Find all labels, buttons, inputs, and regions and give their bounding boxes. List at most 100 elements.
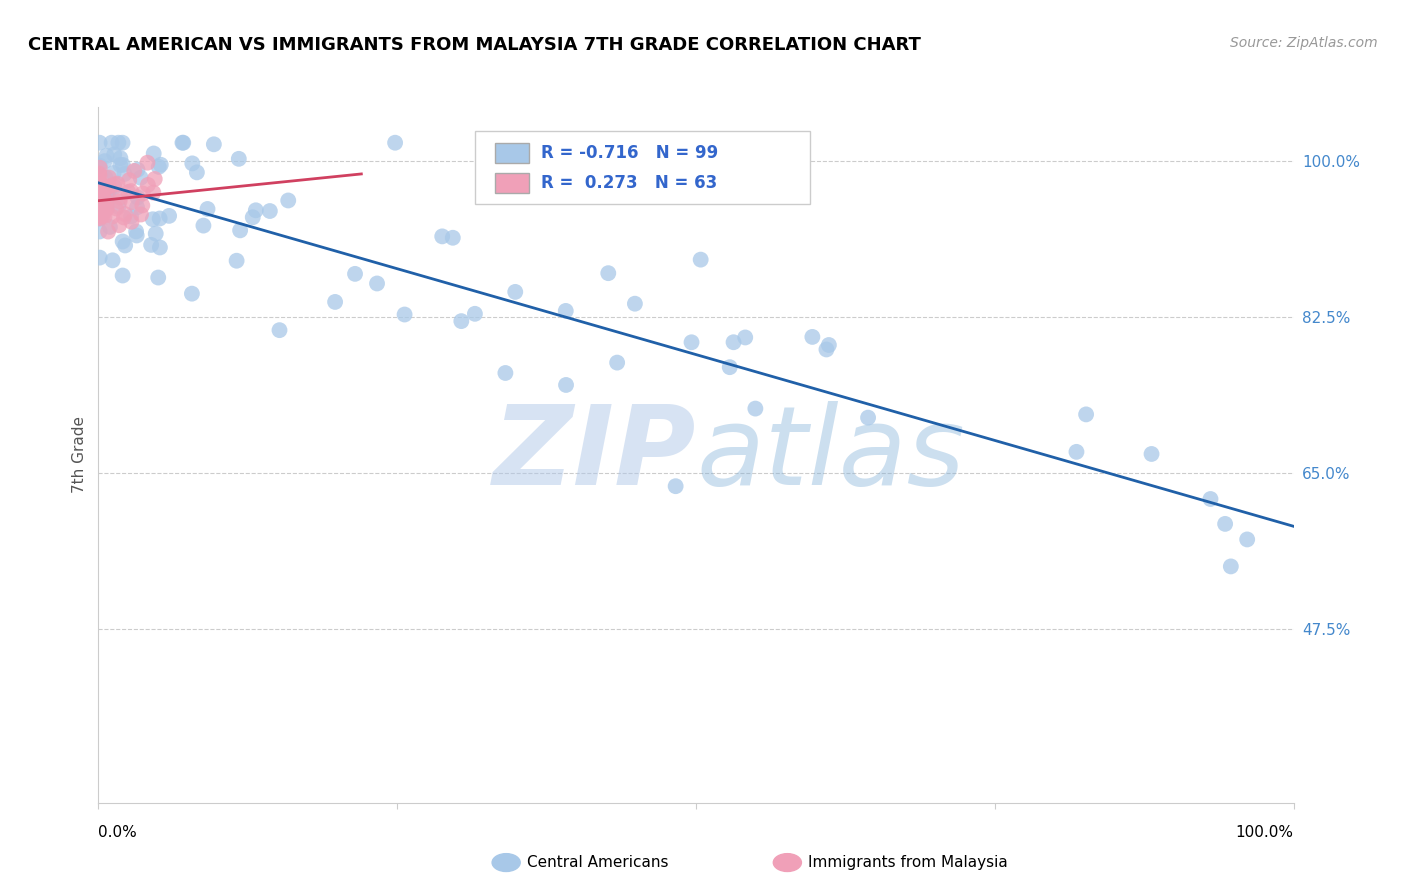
Point — [1213, 516, 1236, 531]
Point — [172, 136, 194, 150]
Point — [1219, 559, 1241, 574]
Point — [110, 151, 132, 165]
Point — [110, 190, 132, 204]
Point — [125, 224, 148, 238]
Point — [120, 210, 142, 224]
Text: atlas: atlas — [696, 401, 965, 508]
Point — [93, 193, 115, 207]
Point — [110, 158, 132, 172]
Point — [96, 194, 118, 209]
Point — [598, 266, 620, 280]
Point — [125, 200, 148, 214]
Point — [89, 206, 111, 220]
Point — [494, 366, 516, 380]
Point — [87, 201, 110, 215]
Point — [97, 179, 120, 194]
Point — [554, 304, 576, 318]
Point — [441, 231, 464, 245]
Point — [145, 227, 167, 241]
Point — [114, 238, 136, 252]
Point — [1140, 447, 1163, 461]
Point — [111, 235, 134, 249]
Point — [89, 159, 111, 173]
Point — [186, 165, 208, 179]
Point — [117, 185, 139, 199]
Point — [718, 360, 741, 375]
Point — [131, 198, 153, 212]
Point — [87, 194, 110, 209]
Point — [96, 180, 118, 194]
Point — [149, 211, 172, 226]
Point — [464, 307, 486, 321]
Point — [856, 410, 879, 425]
Point — [98, 219, 121, 234]
Point — [323, 294, 346, 309]
Point — [432, 229, 454, 244]
Point — [105, 202, 128, 216]
Point — [96, 149, 118, 163]
Point — [89, 251, 111, 265]
Point — [98, 184, 121, 198]
Point — [734, 330, 756, 344]
Point — [127, 190, 149, 204]
Point — [129, 207, 152, 221]
Point — [97, 170, 120, 185]
Point — [344, 267, 367, 281]
Point — [87, 204, 110, 219]
Point — [90, 195, 112, 210]
Point — [89, 202, 111, 216]
Point — [89, 225, 111, 239]
Point — [91, 197, 114, 211]
Point — [94, 170, 117, 185]
Point — [503, 285, 526, 299]
Point — [228, 152, 250, 166]
Point — [96, 202, 118, 216]
Point — [108, 194, 131, 209]
Point — [129, 170, 152, 185]
Point — [723, 335, 745, 350]
Text: CENTRAL AMERICAN VS IMMIGRANTS FROM MALAYSIA 7TH GRADE CORRELATION CHART: CENTRAL AMERICAN VS IMMIGRANTS FROM MALA… — [28, 36, 921, 54]
Point — [112, 211, 135, 225]
Point — [89, 180, 111, 194]
Point — [259, 204, 281, 219]
Point — [148, 270, 170, 285]
Bar — [495, 173, 529, 193]
Point — [87, 180, 110, 194]
Point — [89, 175, 111, 189]
Point — [121, 195, 143, 210]
Point — [245, 203, 267, 218]
Point — [103, 147, 125, 161]
Point — [139, 238, 162, 252]
Point — [96, 194, 118, 209]
Point — [242, 211, 264, 225]
Point — [108, 219, 131, 233]
Point — [96, 186, 118, 200]
Point — [89, 136, 111, 150]
FancyBboxPatch shape — [475, 131, 810, 204]
Point — [665, 479, 688, 493]
Point — [89, 169, 111, 183]
Point — [689, 252, 711, 267]
Point — [101, 210, 124, 224]
Point — [149, 158, 172, 172]
Text: R = -0.716   N = 99: R = -0.716 N = 99 — [541, 144, 718, 162]
Point — [142, 146, 165, 161]
Y-axis label: 7th Grade: 7th Grade — [72, 417, 87, 493]
Point — [93, 187, 115, 202]
Point — [107, 200, 129, 214]
Point — [277, 194, 299, 208]
Point — [815, 343, 838, 357]
Point — [202, 137, 225, 152]
Point — [394, 308, 416, 322]
Point — [1074, 408, 1097, 422]
Point — [93, 191, 115, 205]
Point — [142, 212, 165, 227]
Point — [157, 209, 180, 223]
Point — [143, 172, 166, 186]
Point — [107, 177, 129, 191]
Point — [149, 240, 172, 254]
Point — [111, 158, 134, 172]
Point — [120, 184, 142, 198]
Point — [87, 189, 110, 203]
Point — [89, 199, 111, 213]
